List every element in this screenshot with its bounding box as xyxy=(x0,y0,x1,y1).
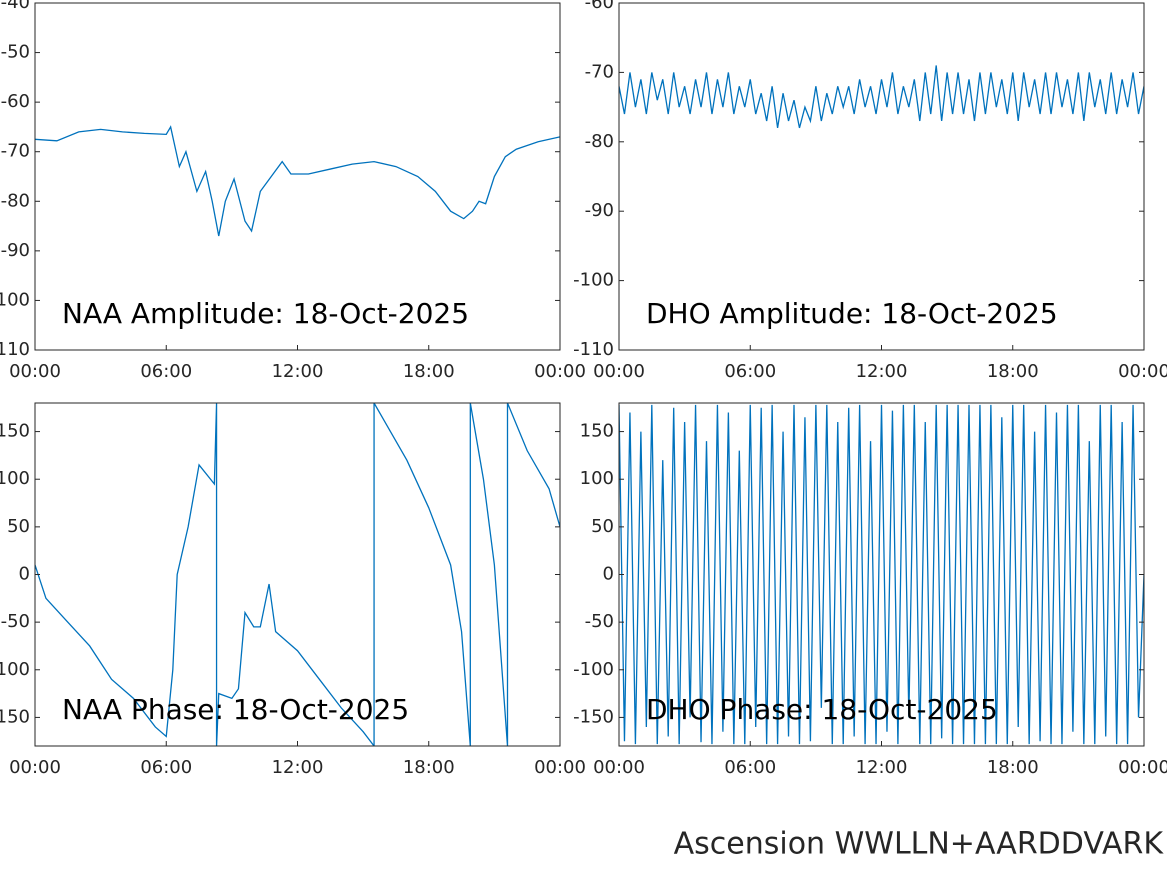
y-tick-label: 100 xyxy=(580,468,614,489)
chart-title: NAA Amplitude: 18-Oct-2025 xyxy=(62,297,469,330)
x-tick-label: 00:00 xyxy=(593,757,645,778)
y-tick-label: 0 xyxy=(19,564,30,585)
y-tick-label: -110 xyxy=(0,339,30,360)
footer-text: Ascension WWLLN+AARDDVARK xyxy=(674,827,1165,862)
y-tick-label: 150 xyxy=(580,421,614,442)
x-tick-label: 18:00 xyxy=(987,757,1039,778)
x-tick-label: 12:00 xyxy=(856,361,908,382)
y-tick-label: 0 xyxy=(603,564,614,585)
y-tick-label: -70 xyxy=(1,141,30,162)
y-tick-label: -100 xyxy=(573,659,614,680)
y-tick-label: -50 xyxy=(1,611,30,632)
x-tick-label: 00:00 xyxy=(1118,757,1167,778)
y-tick-label: -100 xyxy=(0,659,30,680)
x-tick-label: 18:00 xyxy=(403,757,455,778)
data-line xyxy=(35,125,560,237)
x-tick-label: 06:00 xyxy=(724,361,776,382)
y-tick-label: -50 xyxy=(1,42,30,63)
x-tick-label: 12:00 xyxy=(856,757,908,778)
y-tick-label: -90 xyxy=(585,200,614,221)
data-line xyxy=(619,65,1144,129)
plot-area xyxy=(619,65,1144,129)
x-tick-label: 00:00 xyxy=(534,757,586,778)
plot-area xyxy=(35,403,560,746)
y-tick-label: -150 xyxy=(573,706,614,727)
y-tick-label: -100 xyxy=(0,289,30,310)
x-tick-label: 00:00 xyxy=(534,361,586,382)
x-tick-label: 12:00 xyxy=(272,361,324,382)
chart-title: NAA Phase: 18-Oct-2025 xyxy=(62,693,409,726)
x-tick-label: 00:00 xyxy=(1118,361,1167,382)
y-tick-label: 100 xyxy=(0,468,30,489)
data-line xyxy=(619,404,1144,745)
y-tick-label: -40 xyxy=(1,0,30,13)
y-tick-label: -150 xyxy=(0,706,30,727)
x-tick-label: 18:00 xyxy=(987,361,1039,382)
x-tick-label: 12:00 xyxy=(272,757,324,778)
x-tick-label: 00:00 xyxy=(9,757,61,778)
y-tick-label: -60 xyxy=(585,0,614,13)
y-tick-label: 150 xyxy=(0,421,30,442)
y-tick-label: -100 xyxy=(573,270,614,291)
x-tick-label: 06:00 xyxy=(724,757,776,778)
y-tick-label: 50 xyxy=(7,516,30,537)
y-tick-label: -60 xyxy=(1,91,30,112)
y-tick-label: -80 xyxy=(585,131,614,152)
y-tick-label: -90 xyxy=(1,240,30,261)
plot-area xyxy=(619,404,1144,745)
y-tick-label: -50 xyxy=(585,611,614,632)
y-tick-label: -70 xyxy=(585,61,614,82)
chart-title: DHO Phase: 18-Oct-2025 xyxy=(646,693,998,726)
x-tick-label: 06:00 xyxy=(140,361,192,382)
x-tick-label: 06:00 xyxy=(140,757,192,778)
y-tick-label: -110 xyxy=(573,339,614,360)
chart-title: DHO Amplitude: 18-Oct-2025 xyxy=(646,297,1058,330)
plot-area xyxy=(35,125,560,237)
y-tick-label: -80 xyxy=(1,190,30,211)
x-tick-label: 00:00 xyxy=(9,361,61,382)
x-tick-label: 18:00 xyxy=(403,361,455,382)
data-line xyxy=(35,403,560,746)
y-tick-label: 50 xyxy=(591,516,614,537)
x-tick-label: 00:00 xyxy=(593,361,645,382)
